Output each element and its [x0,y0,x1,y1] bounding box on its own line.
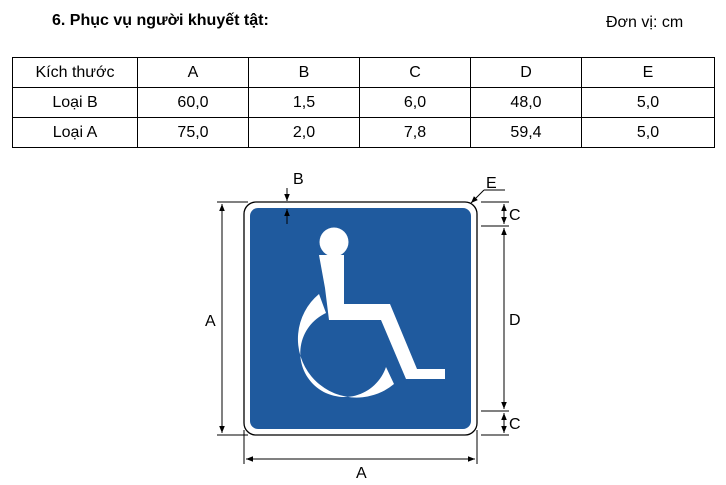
label-a-left: A [205,313,216,330]
header-cell: C [359,57,471,88]
table-row: Loại A 75,0 2,0 7,8 59,4 5,0 [12,117,715,148]
label-e: E [486,175,497,192]
wheelchair-icon [297,227,445,398]
table-cell: 1,5 [248,87,360,118]
header-cell: D [470,57,582,88]
label-b: B [293,171,304,188]
table-cell: 48,0 [470,87,582,118]
table-cell: 59,4 [470,117,582,148]
table-cell: 2,0 [248,117,360,148]
label-c-bottom: C [509,416,521,433]
section-heading: 6. Phục vụ người khuyết tật: [52,12,269,29]
label-c-top: C [509,207,521,224]
leader-e-diagonal [470,189,485,204]
label-d: D [509,312,521,329]
dimension-table: Kích thước A B C D E Loại B 60,0 1,5 6,0… [12,57,715,148]
table-cell: 5,0 [581,117,715,148]
table-cell: 7,8 [359,117,471,148]
table-cell: 75,0 [137,117,249,148]
label-a-bottom: A [356,465,367,482]
table-cell: 5,0 [581,87,715,118]
header-cell: Kích thước [12,57,138,88]
table-cell: 6,0 [359,87,471,118]
unit-label: Đơn vị: cm [606,14,684,31]
table-cell: Loại A [12,117,138,148]
table-row: Loại B 60,0 1,5 6,0 48,0 5,0 [12,87,715,118]
table-header-row: Kích thước A B C D E [12,57,715,88]
